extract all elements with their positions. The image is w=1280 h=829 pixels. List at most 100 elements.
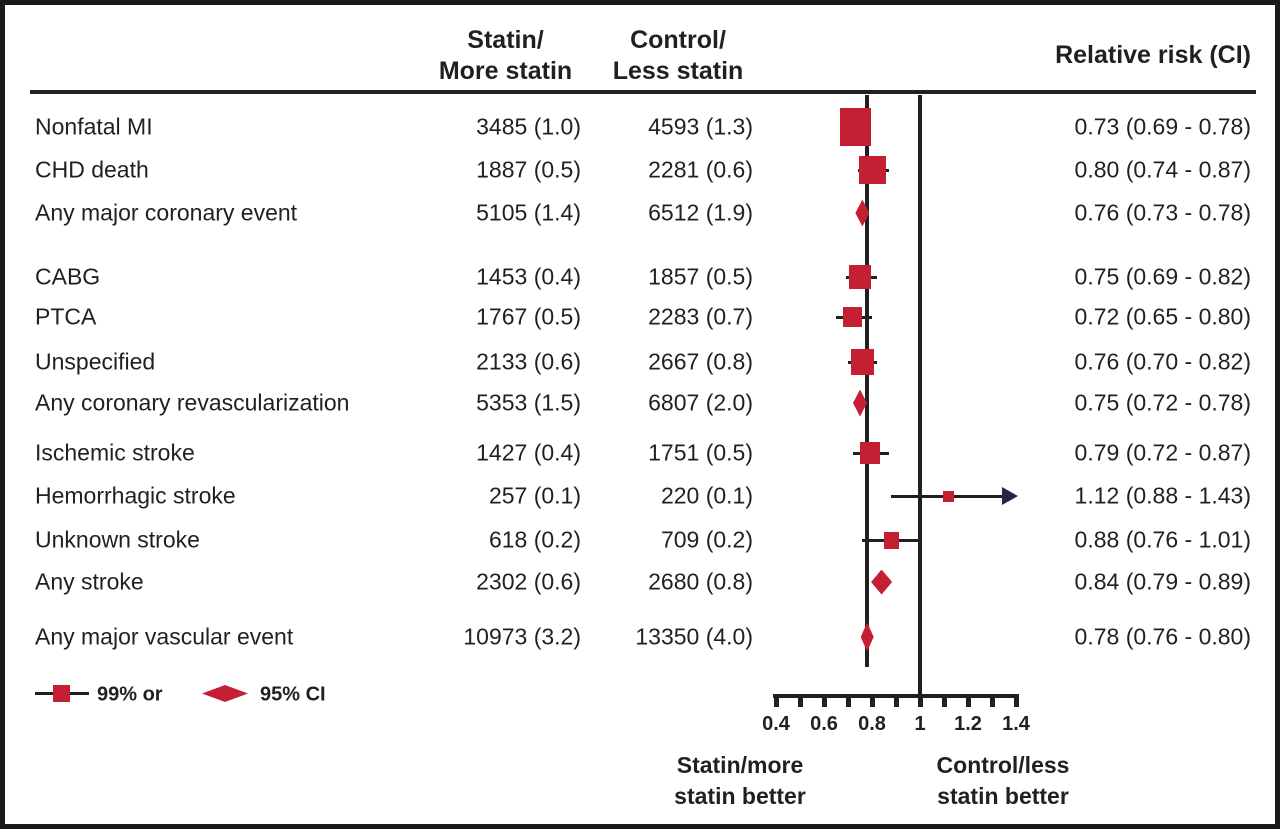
row-statin-value: 1767 (0.5) — [476, 303, 581, 330]
row-rr-value: 0.78 (0.76 - 0.80) — [1074, 623, 1251, 650]
footer-right-line1: Control/less — [936, 752, 1070, 778]
row-statin-value: 1453 (0.4) — [476, 263, 581, 290]
forest-marker-square — [943, 490, 955, 502]
column-header-relative-risk: Relative risk (CI) — [1055, 41, 1251, 69]
row-control-value: 2281 (0.6) — [648, 156, 753, 183]
row-label: CABG — [35, 263, 101, 290]
legend-square-icon — [53, 685, 70, 702]
forest-marker-square — [859, 442, 880, 464]
row-label: Hemorrhagic stroke — [35, 482, 236, 509]
column-header-statin-line1: Statin/ — [467, 26, 544, 54]
x-axis-tick — [989, 694, 995, 707]
x-axis-tick — [965, 694, 971, 707]
x-axis-tick — [845, 694, 851, 707]
column-header-control-line1: Control/ — [630, 26, 726, 54]
x-axis-tick-label: 0.8 — [858, 713, 886, 735]
reference-line-overall-effect — [865, 95, 870, 667]
row-control-value: 2680 (0.8) — [648, 568, 753, 595]
x-axis-tick — [917, 694, 923, 707]
row-control-value: 6512 (1.9) — [648, 199, 753, 226]
row-control-value: 13350 (4.0) — [635, 623, 753, 650]
x-axis-tick-label: 0.6 — [810, 713, 838, 735]
x-axis-tick-label: 1.4 — [1002, 713, 1030, 735]
row-label: Unknown stroke — [35, 526, 200, 553]
row-rr-value: 0.80 (0.74 - 0.87) — [1074, 156, 1251, 183]
reference-line-unity — [918, 95, 922, 696]
row-control-value: 6807 (2.0) — [648, 389, 753, 416]
row-rr-value: 1.12 (0.88 - 1.43) — [1074, 482, 1251, 509]
row-control-value: 4593 (1.3) — [648, 113, 753, 140]
x-axis-tick — [893, 694, 899, 707]
row-statin-value: 5353 (1.5) — [476, 389, 581, 416]
row-control-value: 709 (0.2) — [660, 526, 753, 553]
forest-marker-square — [843, 307, 863, 327]
x-axis-tick — [821, 694, 827, 707]
forest-marker-diamond — [853, 389, 867, 417]
row-statin-value: 618 (0.2) — [488, 526, 581, 553]
footer-left-line2: statin better — [674, 783, 806, 809]
row-label: Any stroke — [35, 568, 144, 595]
row-rr-value: 0.76 (0.73 - 0.78) — [1074, 199, 1251, 226]
row-label: Ischemic stroke — [35, 439, 195, 466]
row-label: Nonfatal MI — [35, 113, 153, 140]
row-rr-value: 0.73 (0.69 - 0.78) — [1074, 113, 1251, 140]
row-statin-value: 2302 (0.6) — [476, 568, 581, 595]
row-rr-value: 0.75 (0.69 - 0.82) — [1074, 263, 1251, 290]
legend-diamond-icon — [202, 685, 248, 702]
row-label: PTCA — [35, 303, 97, 330]
row-rr-value: 0.79 (0.72 - 0.87) — [1074, 439, 1251, 466]
row-rr-value: 0.72 (0.65 - 0.80) — [1074, 303, 1251, 330]
x-axis-tick — [869, 694, 875, 707]
x-axis-tick — [773, 694, 779, 707]
column-header-statin: Statin/ More statin — [413, 25, 598, 87]
x-axis-tick — [1013, 694, 1019, 707]
x-axis-tick — [941, 694, 947, 707]
row-statin-value: 1427 (0.4) — [476, 439, 581, 466]
row-label: CHD death — [35, 156, 149, 183]
forest-marker-square — [883, 531, 899, 549]
column-header-statin-line2: More statin — [438, 57, 573, 85]
x-axis-tick-label: 1 — [914, 713, 926, 735]
row-rr-value: 0.88 (0.76 - 1.01) — [1074, 526, 1251, 553]
forest-marker-square — [849, 265, 871, 289]
footer-left-line1: Statin/more — [676, 752, 804, 778]
legend-diamond-label: 95% CI — [260, 683, 326, 706]
row-rr-value: 0.84 (0.79 - 0.89) — [1074, 568, 1251, 595]
footer-label-control-better: Control/less statin better — [903, 750, 1103, 812]
row-rr-value: 0.75 (0.72 - 0.78) — [1074, 389, 1251, 416]
row-statin-value: 5105 (1.4) — [476, 199, 581, 226]
row-control-value: 1857 (0.5) — [648, 263, 753, 290]
row-statin-value: 257 (0.1) — [488, 482, 581, 509]
row-label: Any major coronary event — [35, 199, 298, 226]
row-statin-value: 10973 (3.2) — [463, 623, 581, 650]
forest-marker-diamond — [871, 569, 893, 595]
plot-layer: Nonfatal MI 3485 (1.0) 4593 (1.3) 0.73 (0.6… — [5, 5, 1275, 824]
x-axis-tick-label: 1.2 — [954, 713, 982, 735]
footer-label-statin-better: Statin/more statin better — [640, 750, 840, 812]
forest-marker-square — [839, 108, 871, 146]
row-control-value: 1751 (0.5) — [648, 439, 753, 466]
row-control-value: 220 (0.1) — [660, 482, 753, 509]
row-statin-value: 2133 (0.6) — [476, 348, 581, 375]
footer-right-line2: statin better — [937, 783, 1069, 809]
row-control-value: 2667 (0.8) — [648, 348, 753, 375]
row-control-value: 2283 (0.7) — [648, 303, 753, 330]
ci-arrow-head-icon — [1002, 487, 1018, 505]
x-axis-tick-label: 0.4 — [762, 713, 790, 735]
header-rule — [30, 90, 1256, 94]
forest-marker-diamond — [855, 199, 870, 227]
legend-square-label: 99% or — [97, 683, 163, 706]
row-label: Unspecified — [35, 348, 156, 375]
column-header-control-line2: Less statin — [612, 57, 744, 85]
row-statin-value: 3485 (1.0) — [476, 113, 581, 140]
row-label: Any coronary revascularization — [35, 389, 350, 416]
forest-marker-square — [858, 156, 886, 184]
column-header-control: Control/ Less statin — [588, 25, 768, 87]
forest-marker-square — [850, 349, 874, 375]
row-statin-value: 1887 (0.5) — [476, 156, 581, 183]
forest-marker-diamond — [860, 622, 874, 652]
row-rr-value: 0.76 (0.70 - 0.82) — [1074, 348, 1251, 375]
row-label: Any major vascular event — [35, 623, 294, 650]
x-axis-tick — [797, 694, 803, 707]
